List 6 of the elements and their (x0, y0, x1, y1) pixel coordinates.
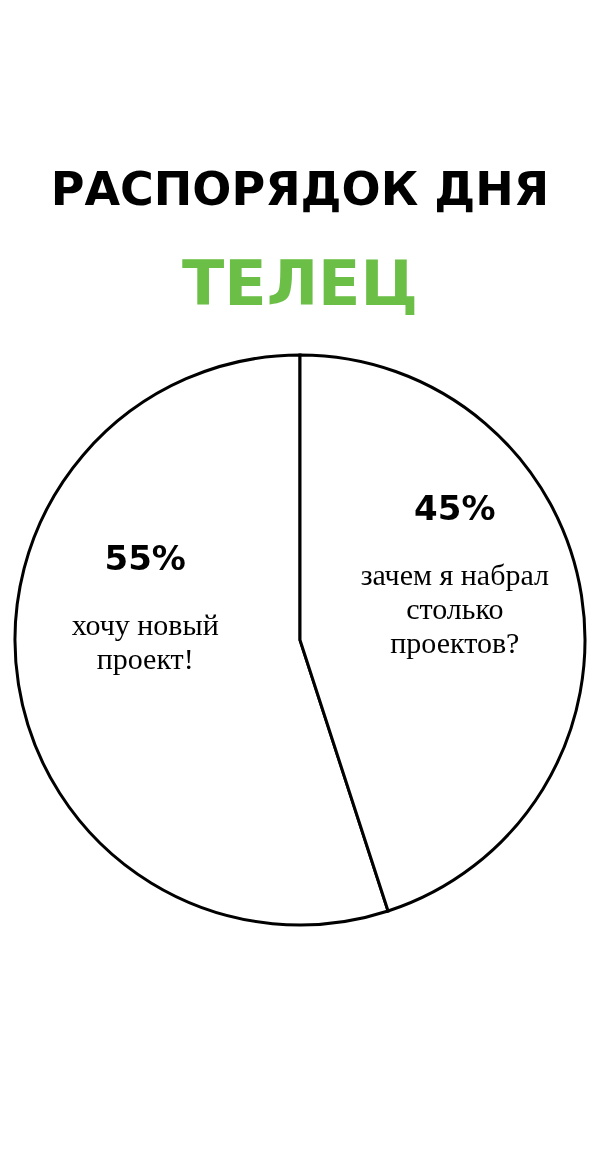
slice-label: хочу новый проект! (71, 607, 219, 675)
chart-title: РАСПОРЯДОК ДНЯ (50, 162, 550, 216)
data-label: 55% (104, 537, 186, 578)
data-label: 45% (414, 488, 496, 529)
chart-subtitle: ТЕЛЕЦ (181, 247, 419, 320)
slice-label: зачем я набрал столько проектов? (360, 558, 550, 660)
